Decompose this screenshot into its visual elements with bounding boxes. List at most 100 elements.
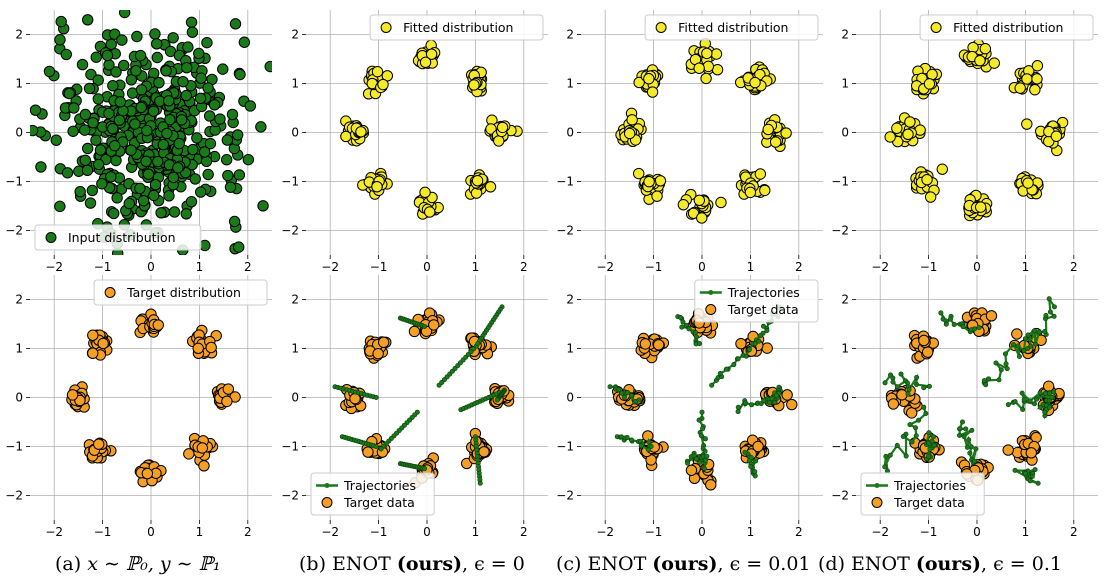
- fitted-point: [633, 76, 645, 89]
- trajectory-point: [752, 341, 758, 347]
- trajectory-point: [475, 341, 481, 347]
- input-point: [228, 215, 241, 228]
- y-tick-label: 1: [566, 77, 574, 91]
- input-point: [155, 207, 167, 219]
- trajectory-point: [697, 341, 703, 347]
- trajectory-point: [959, 419, 965, 425]
- trajectory-point: [742, 449, 748, 455]
- trajectory-point: [972, 326, 978, 332]
- fitted-point: [1022, 177, 1034, 189]
- target-data-point: [786, 398, 798, 411]
- trajectory-point: [926, 440, 932, 446]
- fitted-point: [633, 167, 645, 180]
- trajectory-point: [906, 387, 912, 393]
- trajectory-point: [638, 443, 644, 449]
- target-data-point: [372, 347, 384, 360]
- input-point: [168, 206, 181, 218]
- trajectory-point: [963, 426, 969, 432]
- trajectory-point: [696, 417, 702, 423]
- fitted-point: [759, 184, 771, 197]
- legend-marker-dot: [708, 290, 714, 295]
- legend-marker: [380, 22, 392, 33]
- trajectory-point: [735, 356, 741, 362]
- caption-b: (b) ENOT (ours), ϵ = 0: [299, 553, 525, 575]
- legend-label: Target data: [343, 495, 415, 510]
- y-tick-label: 1: [841, 342, 849, 356]
- trajectory-point: [373, 394, 379, 400]
- trajectory-point: [1031, 401, 1037, 407]
- trajectory-point: [887, 452, 893, 458]
- caption-c: (c) ENOT (ours), ϵ = 0.01: [556, 553, 811, 575]
- x-tick-label: −2: [871, 260, 889, 274]
- fitted-point: [1029, 84, 1041, 96]
- trajectory-point: [921, 385, 927, 391]
- input-point: [43, 65, 56, 78]
- trajectory-point: [960, 324, 966, 330]
- legend-box: [34, 224, 202, 251]
- input-point: [203, 110, 216, 122]
- trajectory-point: [890, 375, 896, 381]
- input-point: [160, 65, 172, 77]
- trajectory-point: [680, 319, 686, 325]
- trajectory-point: [907, 422, 913, 428]
- target-data-point: [1025, 447, 1037, 459]
- target-data-point: [1011, 328, 1023, 340]
- legend-marker-dot: [324, 483, 330, 488]
- target-data-point: [761, 342, 773, 354]
- x-tick-label: −2: [596, 260, 614, 274]
- fitted-point: [693, 62, 705, 74]
- input-point: [134, 182, 146, 195]
- legend-marker: [871, 497, 883, 508]
- y-tick-label: −1: [831, 175, 849, 189]
- x-tick-label: −1: [920, 525, 938, 539]
- input-point: [157, 138, 170, 151]
- trajectory-point: [1012, 399, 1018, 405]
- legend-label: Fitted distribution: [403, 20, 513, 35]
- y-tick-label: 2: [291, 293, 299, 307]
- y-tick-label: 2: [15, 293, 23, 307]
- trajectory-point: [1027, 398, 1033, 404]
- input-point: [130, 65, 142, 77]
- input-point: [242, 153, 255, 166]
- fitted-point: [1021, 73, 1033, 85]
- target-data-point: [652, 339, 665, 351]
- input-point: [105, 171, 117, 183]
- trajectory-point: [913, 425, 919, 431]
- input-point: [153, 77, 165, 89]
- axes-b-bottom: −2 −1 0 1 2 −2 −1 0 1 2 Trajectories Target data: [281, 275, 548, 539]
- fitted-point: [754, 168, 767, 180]
- input-point: [140, 155, 152, 168]
- y-tick-label: −2: [831, 489, 849, 503]
- trajectory-point: [930, 434, 936, 440]
- y-tick-label: −1: [556, 175, 574, 189]
- input-point: [181, 61, 193, 74]
- trajectory-point: [894, 443, 900, 449]
- axes-b-top: −2 −1 0 1 2 −2 −1 0 1 2 Fitted distribution: [281, 10, 548, 274]
- trajectory-point: [378, 446, 384, 452]
- y-tick-label: −1: [281, 175, 299, 189]
- input-point: [182, 41, 194, 53]
- trajectory-point: [648, 443, 654, 449]
- trajectory-point: [1051, 304, 1057, 310]
- input-point: [30, 124, 39, 137]
- legend: Trajectories Target data: [860, 472, 985, 516]
- input-point: [177, 75, 189, 88]
- trajectory-point: [996, 377, 1002, 383]
- trajectory-point: [1037, 404, 1043, 410]
- input-point: [233, 169, 246, 181]
- x-tick-label: 1: [747, 525, 755, 539]
- fitted-point: [468, 79, 480, 91]
- input-point: [180, 89, 192, 102]
- input-point: [214, 113, 226, 125]
- trajectory-point: [972, 458, 978, 464]
- trajectory-point: [926, 453, 932, 459]
- axes-d-top: −2 −1 0 1 2 −2 −1 0 1 2 Fitted distribution: [831, 10, 1098, 274]
- x-tick-label: −1: [645, 525, 663, 539]
- input-point: [134, 49, 147, 62]
- input-point: [50, 134, 62, 146]
- target-point: [97, 337, 109, 350]
- trajectory-point: [422, 323, 428, 329]
- input-point: [161, 127, 173, 140]
- trajectory-point: [756, 338, 762, 344]
- trajectory-point: [957, 426, 963, 432]
